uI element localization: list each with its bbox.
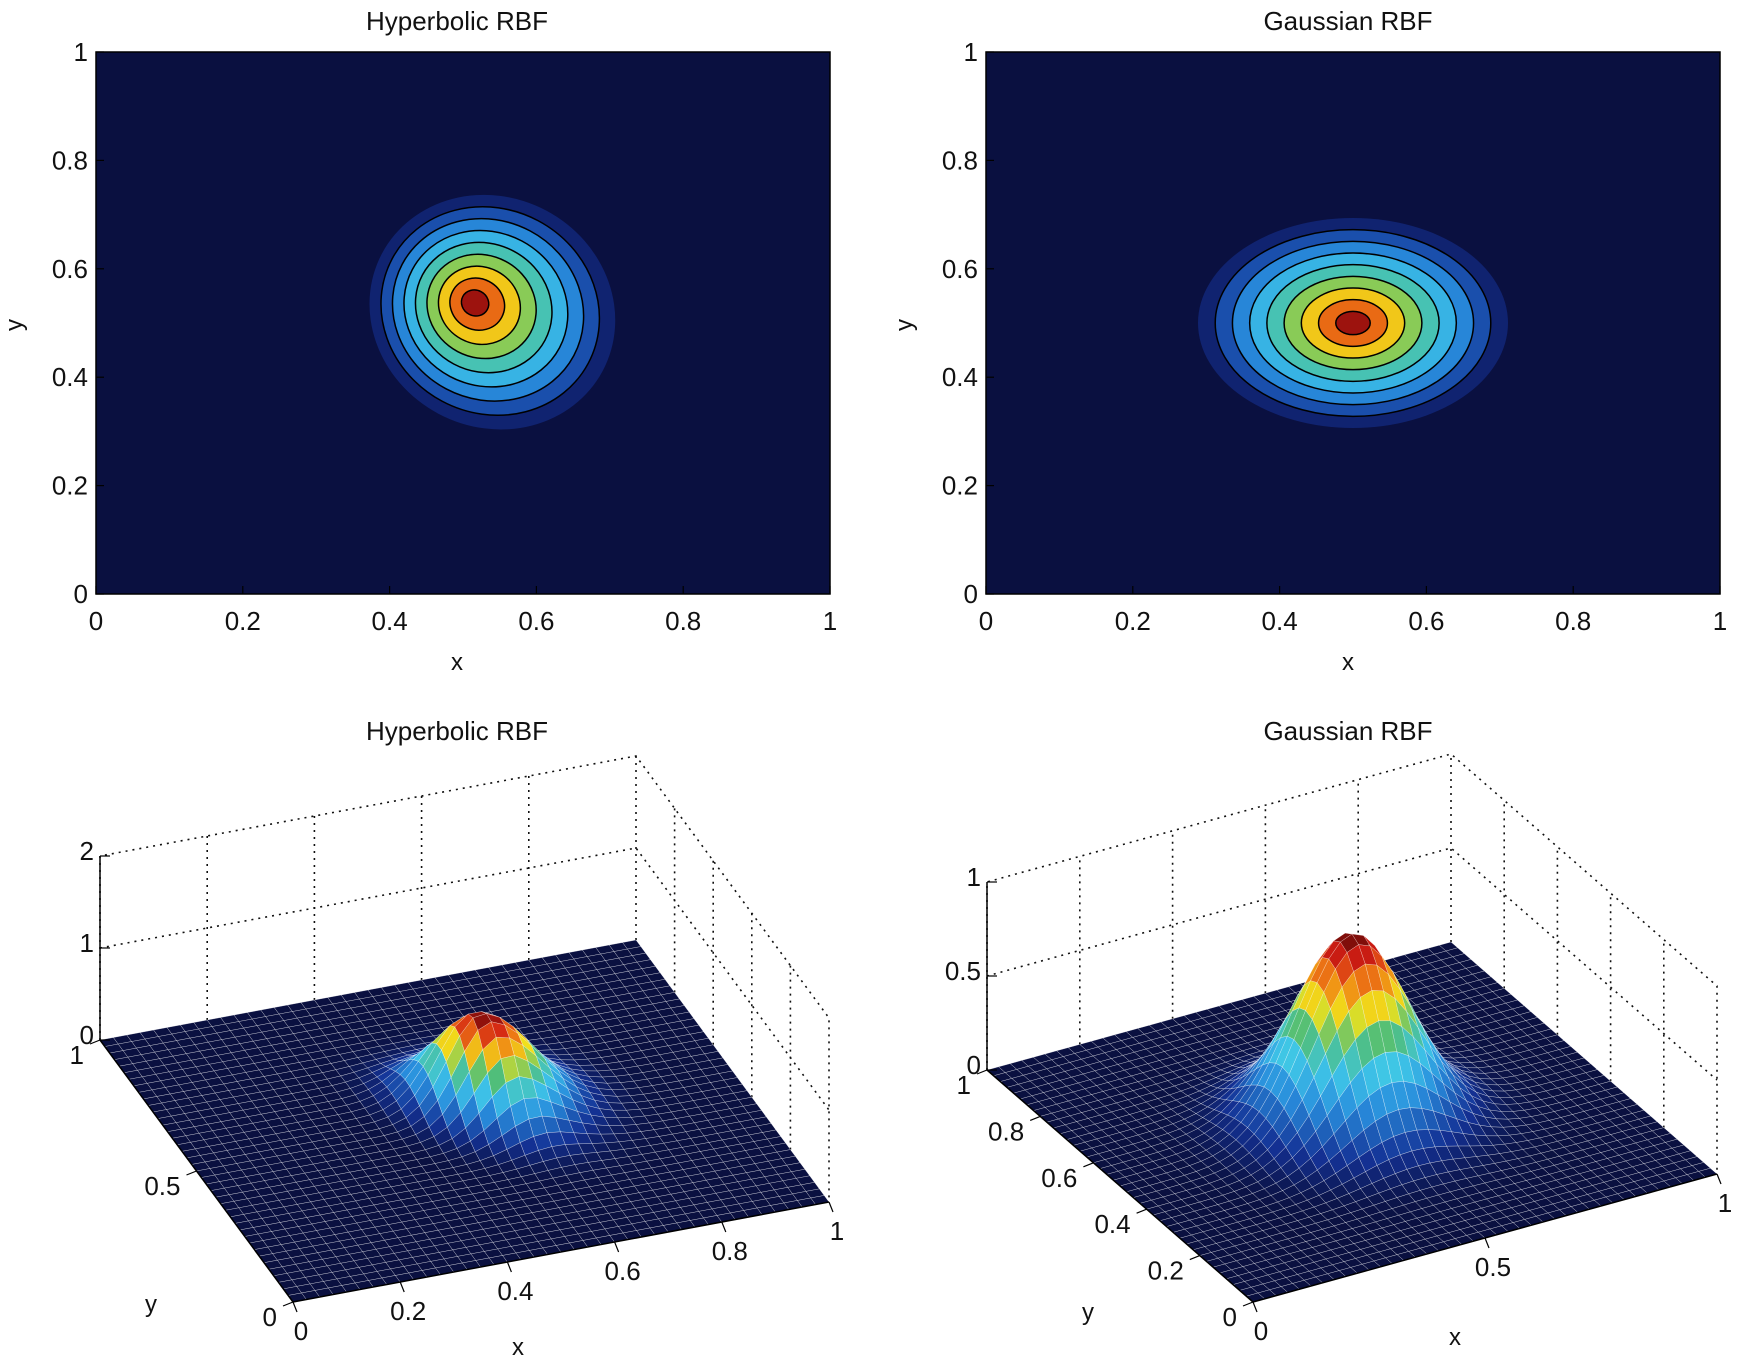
ytick-label-0: 0 (263, 1302, 277, 1332)
ytick-label-2: 0.4 (52, 362, 88, 392)
xtick-label-1: 0.2 (225, 606, 261, 636)
xtick-label-5: 1 (830, 1216, 844, 1246)
xtick-label-5: 1 (1713, 606, 1727, 636)
ztick-label-0: 0 (80, 1020, 94, 1050)
ytick-mark-2 (89, 1039, 101, 1045)
ytick-label-3: 0.6 (1041, 1163, 1077, 1193)
contour-level-8 (460, 289, 490, 317)
surface-mesh (986, 932, 1718, 1303)
xtick-label-4: 0.8 (1555, 606, 1591, 636)
ytick-label-1: 0.2 (1148, 1256, 1184, 1286)
contour-group (1198, 218, 1508, 428)
xtick-label-2: 0.4 (372, 606, 408, 636)
panel1-axes: 0 0.2 0.4 0.6 0.8 1 0 0.2 0.4 0.6 0.8 1 (52, 37, 837, 636)
ytick-mark-1 (186, 1170, 197, 1176)
panel2-xlabel: x (1342, 649, 1354, 676)
ytick-label-0: 0 (74, 579, 88, 609)
ytick-label-3: 0.6 (52, 254, 88, 284)
ytick-label-1: 0.2 (52, 471, 88, 501)
panel3-title: Hyperbolic RBF (366, 716, 548, 746)
xtick-label-0: 0 (294, 1316, 308, 1346)
ytick-label-5: 1 (957, 1070, 971, 1100)
panel4-xlabel: x (1449, 1324, 1461, 1351)
ytick-label-0: 0 (964, 579, 978, 609)
xtick-label-0: 0 (89, 606, 103, 636)
xtick-label-1: 0.5 (1475, 1252, 1511, 1282)
xtick-label-2: 0.4 (497, 1276, 533, 1306)
ytick-label-2: 0.4 (1094, 1209, 1130, 1239)
panel3-xlabel: x (512, 1334, 524, 1361)
ytick-mark-5 (976, 1069, 988, 1075)
contour-level-8 (1335, 310, 1371, 336)
ytick-mark-0 (282, 1301, 294, 1307)
panel1-ylabel: y (1, 319, 28, 331)
xtick-label-0: 0 (1254, 1316, 1268, 1346)
ztick-label-2: 1 (967, 862, 981, 892)
xtick-mark-0 (292, 1301, 298, 1313)
xtick-mark-4 (721, 1221, 727, 1233)
xtick-mark-1 (1484, 1237, 1490, 1249)
panel2-axes: 0 0.2 0.4 0.6 0.8 1 0 0.2 0.4 0.6 0.8 1 (942, 37, 1727, 636)
plot-frame (95, 51, 831, 595)
xtick-label-1: 0.2 (390, 1296, 426, 1326)
xtick-mark-2 (506, 1261, 512, 1273)
xtick-label-2: 1 (1718, 1188, 1732, 1218)
contour-group (369, 194, 616, 430)
ytick-mark-3 (1083, 1162, 1094, 1168)
xtick-mark-2 (1716, 1173, 1722, 1185)
xtick-label-3: 0.6 (518, 606, 554, 636)
xtick-mark-0 (1252, 1301, 1258, 1313)
ytick-mark-1 (1189, 1255, 1201, 1261)
xtick-label-4: 0.8 (712, 1236, 748, 1266)
xtick-label-5: 1 (823, 606, 837, 636)
ztick-label-1: 1 (80, 928, 94, 958)
ytick-mark-4 (1029, 1115, 1041, 1121)
xtick-label-2: 0.4 (1262, 606, 1298, 636)
ytick-label-3: 0.6 (942, 254, 978, 284)
ytick-label-5: 1 (74, 37, 88, 67)
xtick-label-3: 0.6 (605, 1256, 641, 1286)
xtick-label-1: 0.2 (1115, 606, 1151, 636)
xtick-label-4: 0.8 (665, 606, 701, 636)
surface-mesh (99, 939, 830, 1303)
ytick-mark-2 (1136, 1208, 1147, 1214)
ytick-label-2: 1 (70, 1040, 84, 1070)
ztick-label-2: 2 (80, 836, 94, 866)
ytick-label-5: 1 (964, 37, 978, 67)
panel1-title: Hyperbolic RBF (366, 6, 548, 36)
panel1-xlabel: x (451, 649, 463, 676)
ytick-label-4: 0.8 (942, 145, 978, 175)
panel4-title: Gaussian RBF (1263, 716, 1432, 746)
ztick-label-1: 0.5 (945, 956, 981, 986)
ytick-label-2: 0.4 (942, 362, 978, 392)
panel4-ylabel: y (1082, 1299, 1094, 1326)
xtick-label-3: 0.6 (1408, 606, 1444, 636)
ytick-label-1: 0.2 (942, 471, 978, 501)
xtick-mark-5 (828, 1201, 834, 1213)
ytick-label-4: 0.8 (988, 1116, 1024, 1146)
ytick-label-0: 0 (1223, 1302, 1237, 1332)
ytick-label-1: 0.5 (144, 1171, 180, 1201)
ytick-label-4: 0.8 (52, 145, 88, 175)
panel2-title: Gaussian RBF (1263, 6, 1432, 36)
y-axis (986, 1069, 1254, 1303)
ytick-mark-0 (1242, 1301, 1254, 1307)
panel2-ylabel: y (891, 319, 918, 331)
panel3-ylabel: y (145, 1291, 157, 1318)
plot-frame (985, 51, 1721, 595)
ztick-label-0: 0 (967, 1050, 981, 1080)
xtick-mark-3 (614, 1241, 620, 1253)
xtick-mark-1 (399, 1281, 405, 1293)
x-axis (292, 1201, 830, 1303)
xtick-label-0: 0 (979, 606, 993, 636)
